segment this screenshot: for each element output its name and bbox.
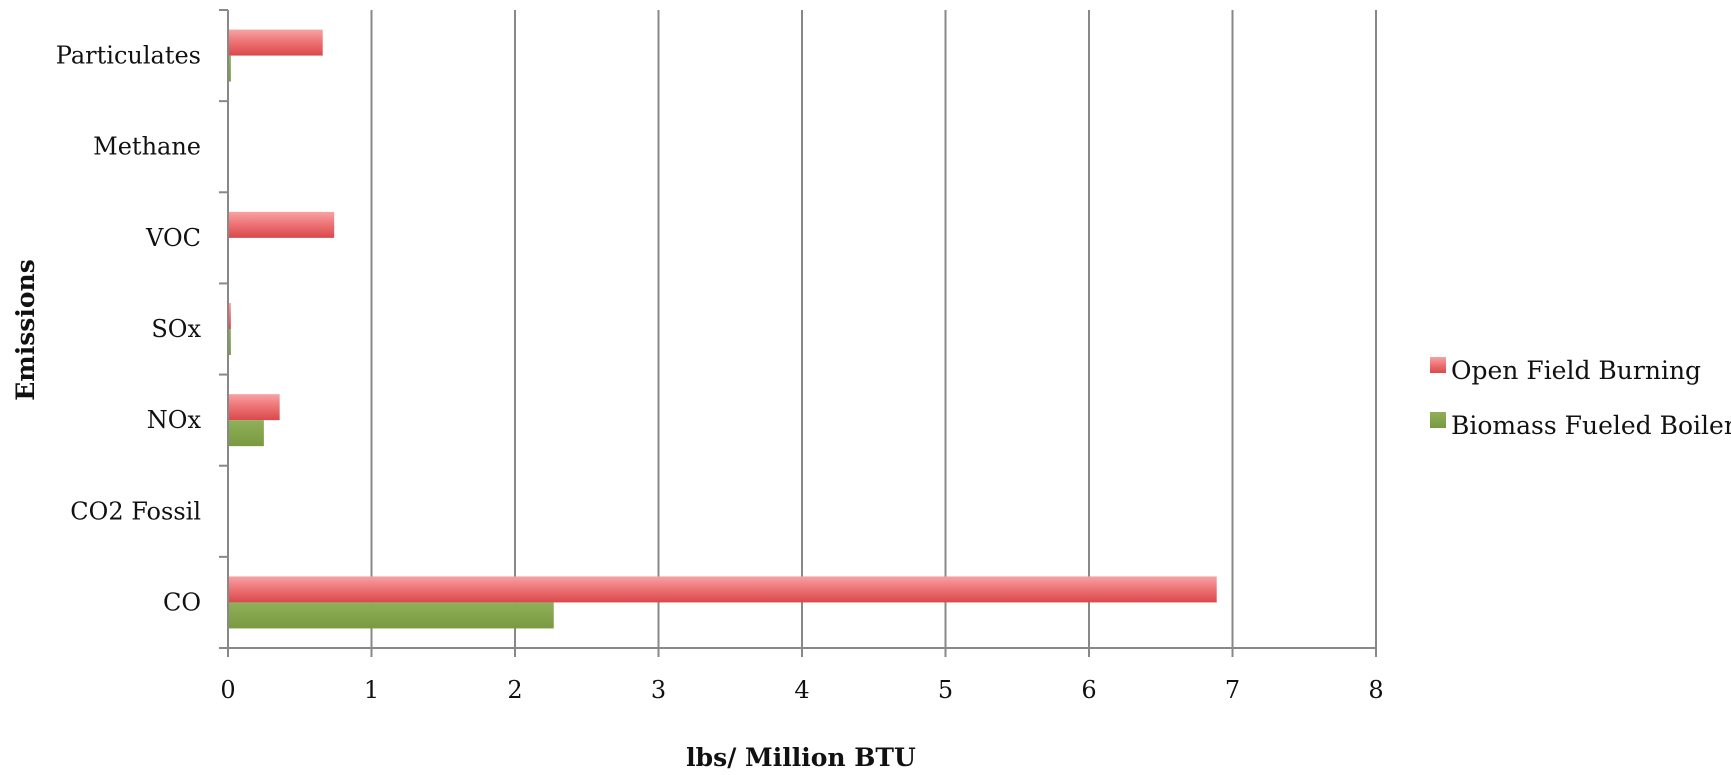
y-tick-label-sox: SOx [151, 315, 201, 343]
legend: Open Field Burning Biomass Fueled Boiler [1430, 356, 1731, 440]
y-tick-label-particulates: Particulates [56, 42, 201, 70]
legend-swatch-open-field-burning [1430, 357, 1446, 373]
y-tick-label-nox: NOx [147, 406, 202, 434]
tick-labels: 0 1 2 3 4 5 6 7 8 CO CO2 Fossil NOx SOx VOC Methane Par… [56, 42, 1384, 704]
x-tick-label-2: 2 [507, 676, 522, 704]
legend-label-open-field-burning: Open Field Burning [1451, 356, 1701, 385]
bar-biomass-fueled-boiler-sox [228, 329, 231, 355]
x-tick-label-8: 8 [1368, 676, 1383, 704]
x-tick-label-5: 5 [938, 676, 953, 704]
x-tick-label-4: 4 [794, 676, 809, 704]
bar-open-field-burning-particulates [228, 29, 323, 56]
y-axis-title: Emissions [11, 259, 40, 401]
legend-label-biomass-fueled-boiler: Biomass Fueled Boiler [1451, 411, 1731, 440]
y-tick-label-methane: Methane [93, 133, 201, 161]
x-axis-title: lbs/ Million BTU [686, 743, 916, 772]
x-tick-label-6: 6 [1081, 676, 1096, 704]
bars [228, 29, 1217, 629]
x-tick-label-3: 3 [651, 676, 666, 704]
legend-swatch-biomass-fueled-boiler [1430, 412, 1446, 428]
y-tick-label-voc: VOC [145, 224, 201, 252]
y-tick-label-co2-fossil: CO2 Fossil [70, 497, 201, 525]
bar-open-field-burning-sox [228, 303, 231, 329]
bar-biomass-fueled-boiler-nox [228, 420, 264, 447]
bar-biomass-fueled-boiler-co [228, 602, 554, 629]
gridlines [370, 10, 1377, 648]
bar-biomass-fueled-boiler-particulates [228, 55, 231, 82]
y-tick-label-co: CO [163, 588, 201, 616]
x-tick-label-1: 1 [364, 676, 379, 704]
x-tick-label-0: 0 [220, 676, 235, 704]
axes [219, 9, 1377, 657]
bar-open-field-burning-co [228, 576, 1217, 603]
bar-open-field-burning-voc [228, 211, 335, 238]
x-tick-label-7: 7 [1225, 676, 1240, 704]
bar-open-field-burning-nox [228, 394, 280, 421]
